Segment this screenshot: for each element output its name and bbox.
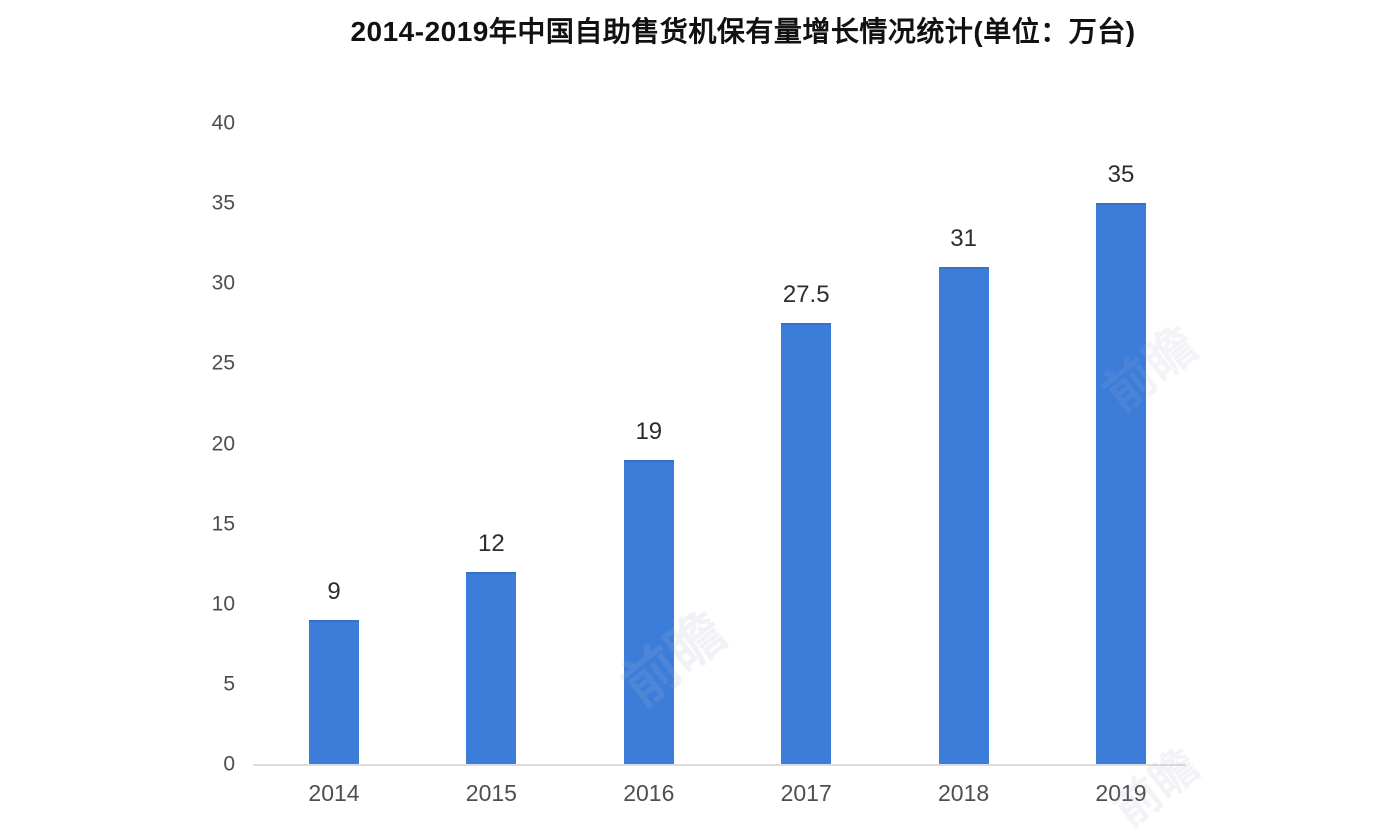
value-label-2015: 12 — [478, 529, 505, 557]
y-tick-label: 5 — [223, 672, 235, 696]
bar-2019 — [1096, 203, 1146, 764]
value-label-2017: 27.5 — [782, 281, 830, 309]
bar-2014 — [309, 619, 359, 764]
x-tick-label-2019: 2019 — [1095, 780, 1147, 806]
bar-2017 — [781, 323, 832, 764]
x-axis-line — [253, 764, 1186, 766]
x-tick-label-2018: 2018 — [938, 780, 990, 806]
y-tick-label: 10 — [211, 592, 235, 616]
x-tick-label-2015: 2015 — [465, 780, 517, 806]
y-tick-label: 0 — [223, 752, 235, 776]
bar-2018 — [938, 267, 989, 764]
bar-2015 — [466, 571, 517, 764]
y-tick-label: 30 — [211, 271, 235, 295]
bar-2016 — [623, 459, 674, 764]
value-label-2018: 31 — [950, 225, 977, 253]
value-label-2014: 9 — [327, 577, 341, 605]
y-tick-label: 20 — [211, 432, 235, 455]
plot-area: 0 5 10 15 20 25 30 35 40 9 2014 12 2015 19 2016 27.5 201… — [212, 113, 1186, 805]
y-tick-label: 25 — [211, 351, 235, 375]
y-tick-label: 35 — [211, 191, 235, 215]
value-label-2019: 35 — [1107, 161, 1135, 189]
y-tick-label: 40 — [211, 111, 235, 135]
value-label-2016: 19 — [635, 417, 663, 445]
x-tick-label-2017: 2017 — [780, 780, 832, 806]
y-tick-label: 15 — [211, 512, 235, 536]
chart-title: 2014-2019年中国自助售货机保有量增长情况统计(单位：万台) — [350, 16, 1136, 47]
x-tick-label-2014: 2014 — [308, 780, 360, 806]
x-tick-label-2016: 2016 — [623, 780, 675, 806]
